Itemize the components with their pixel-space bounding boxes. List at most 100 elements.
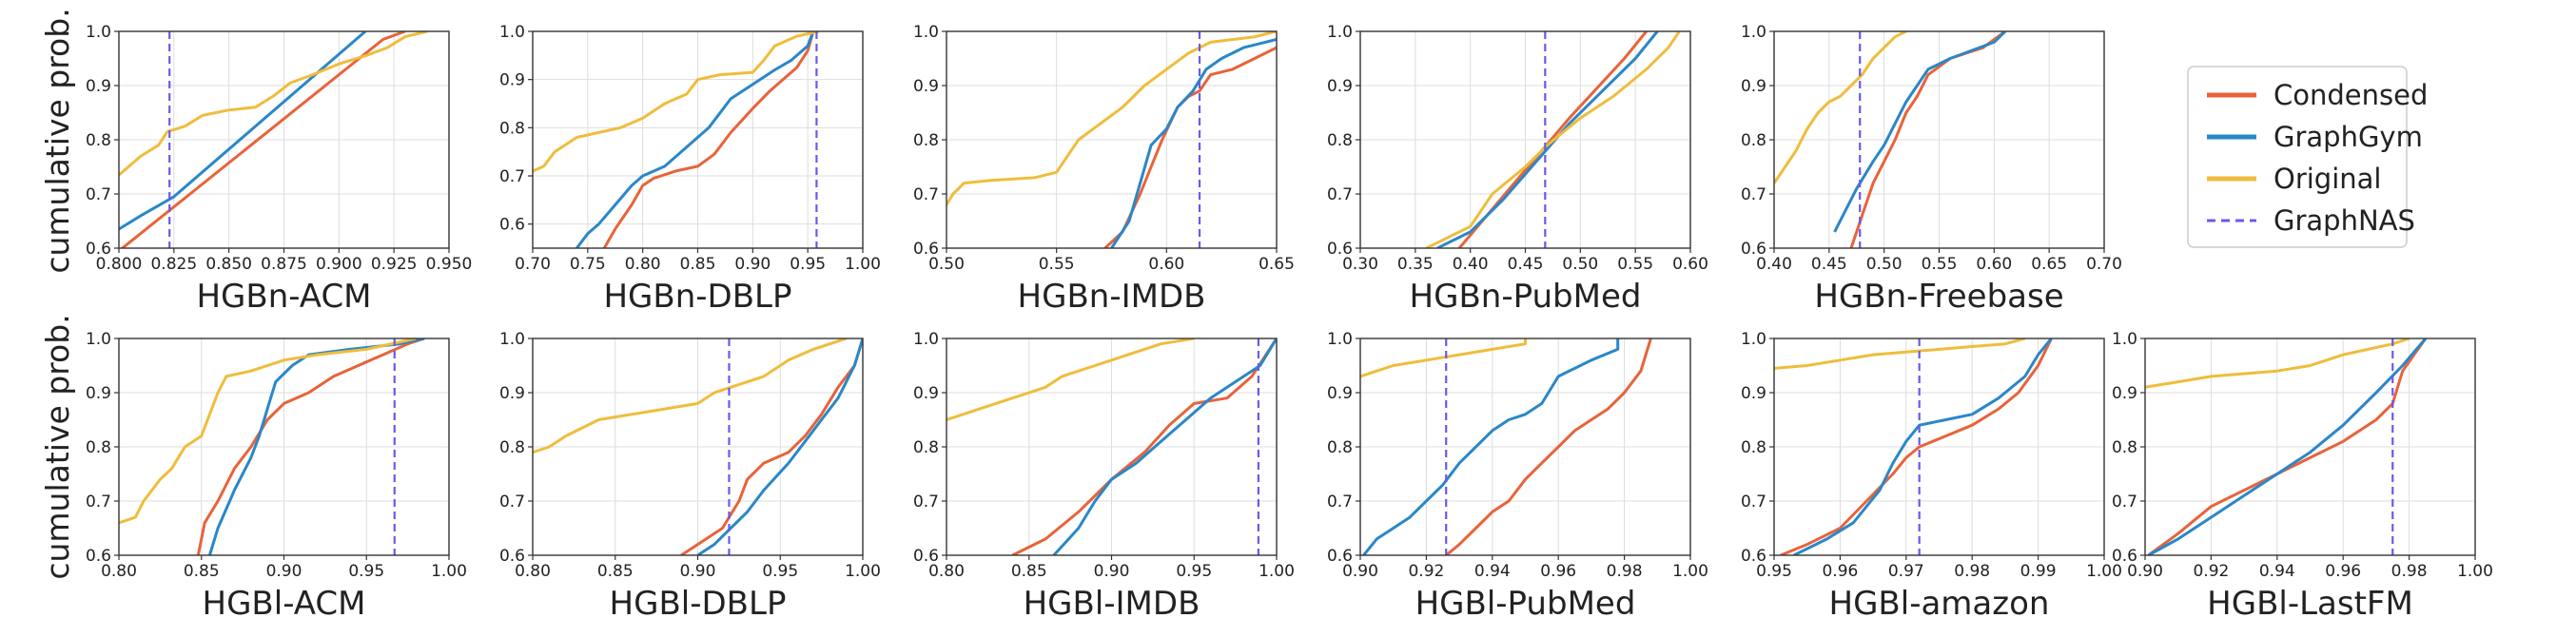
x-tick-label: 0.70: [515, 255, 551, 274]
series-line-original: [1774, 338, 2026, 370]
series-line-graphgym: [207, 338, 425, 555]
y-tick-label: 0.9: [1741, 384, 1766, 403]
y-tick-label: 0.9: [1741, 77, 1766, 96]
x-tick-label: 0.80: [625, 255, 661, 274]
panel-hgbn-acm: 0.800 0.825 0.850 0.875 0.900 0.925 0.950 0.6 0.…: [86, 23, 472, 316]
y-tick-label: 0.8: [1741, 131, 1766, 150]
plot-frame: [532, 30, 864, 249]
y-tick-label: 0.7: [86, 492, 111, 512]
series-line-original: [119, 338, 417, 525]
series-line-graphgym: [2147, 338, 2428, 555]
y-tick-label: 0.6: [86, 547, 111, 566]
panel-hgbl-pubmed: 0.90 0.92 0.94 0.96 0.98 1.00 0.6 0.7 0.8 0.9 1.0 H…: [1327, 330, 1708, 618]
panel-title: HGBn-ACM: [196, 278, 371, 316]
x-tick-label: 0.800: [96, 255, 143, 274]
x-tick-label: 0.950: [426, 255, 473, 274]
y-tick-label: 1.0: [86, 330, 111, 349]
panel-title: HGBl-DBLP: [610, 585, 787, 618]
y-tick-label: 0.7: [1327, 185, 1353, 204]
panel-hgbn-freebase: 0.40 0.45 0.50 0.55 0.60 0.65 0.70 0.6 0.7 0.8 0.9…: [1741, 23, 2122, 316]
y-tick-label: 1.0: [1327, 23, 1353, 42]
y-tick-label: 0.9: [499, 71, 525, 90]
y-tick-label: 0.9: [1327, 77, 1353, 96]
series-line-condensed: [1011, 338, 1277, 555]
y-tick-label: 0.7: [499, 167, 525, 186]
x-tick-label: 0.94: [1474, 562, 1511, 581]
series-line-condensed: [1445, 338, 1652, 555]
series-line-original: [2145, 338, 2410, 389]
panel-title: HGBl-PubMed: [1415, 585, 1636, 618]
y-tick-label: 1.0: [1327, 330, 1353, 349]
x-tick-label: 0.35: [1397, 255, 1434, 274]
series-group: [946, 338, 1277, 555]
x-tick-label: 0.95: [1176, 562, 1212, 581]
series-line-graphgym: [1362, 338, 1620, 555]
x-tick-label: 0.94: [2259, 562, 2295, 581]
y-tick-label: 0.8: [2112, 438, 2137, 457]
y-tick-label: 0.9: [2112, 384, 2137, 403]
x-tick-label: 0.80: [101, 562, 137, 581]
series-line-condensed: [1780, 338, 2053, 555]
y-tick-label: 0.9: [913, 384, 939, 403]
y-tick-label: 0.8: [1741, 438, 1766, 457]
series-group: [119, 31, 428, 248]
x-tick-label: 0.90: [680, 562, 716, 581]
x-tick-label: 0.65: [1259, 255, 1295, 274]
series-line-original: [946, 338, 1195, 421]
x-tick-label: 0.55: [1617, 255, 1653, 274]
y-tick-label: 1.0: [913, 330, 939, 349]
series-line-original: [533, 338, 848, 454]
y-axis-label-top: cumulative prob.: [39, 8, 76, 273]
series-group: [1774, 338, 2053, 555]
x-tick-label: 0.55: [1039, 255, 1075, 274]
series-group: [2145, 338, 2428, 555]
series-group: [946, 31, 1277, 248]
plot-frame: [1359, 338, 1691, 556]
x-tick-label: 0.90: [2127, 562, 2163, 581]
series-group: [119, 338, 425, 555]
panel-title: HGBl-IMDB: [1024, 585, 1200, 618]
series-group: [533, 338, 863, 555]
y-tick-label: 0.8: [1327, 438, 1353, 457]
x-tick-label: 1.00: [1259, 562, 1295, 581]
x-tick-label: 0.96: [1540, 562, 1576, 581]
y-tick-label: 0.6: [2112, 547, 2137, 566]
x-tick-label: 1.00: [2457, 562, 2493, 581]
x-tick-label: 0.99: [2020, 562, 2057, 581]
series-group: [1774, 31, 2006, 248]
series-line-graphgym: [1436, 31, 1659, 248]
x-tick-label: 0.85: [597, 562, 634, 581]
y-tick-label: 1.0: [499, 330, 525, 349]
x-tick-label: 0.875: [261, 255, 307, 274]
x-tick-label: 1.00: [845, 562, 881, 581]
y-tick-label: 0.7: [1741, 185, 1766, 204]
plot-frame: [1359, 30, 1691, 249]
x-tick-label: 1.00: [2086, 562, 2122, 581]
y-tick-label: 0.9: [913, 77, 939, 96]
series-line-condensed: [2147, 338, 2428, 555]
panel-title: HGBn-IMDB: [1018, 278, 1206, 316]
series-line-graphgym: [696, 338, 863, 555]
y-tick-label: 0.7: [499, 492, 525, 512]
x-tick-label: 0.80: [515, 562, 551, 581]
y-tick-label: 1.0: [1741, 330, 1766, 349]
x-tick-label: 1.00: [431, 562, 467, 581]
series-line-graphgym: [576, 31, 815, 248]
x-tick-label: 0.96: [2325, 562, 2361, 581]
x-tick-label: 0.90: [1094, 562, 1130, 581]
x-tick-label: 0.60: [1672, 255, 1708, 274]
y-tick-label: 0.8: [913, 131, 939, 150]
y-tick-label: 0.6: [913, 240, 939, 259]
series-line-graphgym: [1052, 338, 1277, 555]
y-tick-label: 0.6: [1741, 547, 1766, 566]
series-line-original: [119, 31, 428, 177]
x-tick-label: 0.95: [348, 562, 384, 581]
y-tick-label: 0.6: [913, 547, 939, 566]
panel-hgbn-imdb: 0.50 0.55 0.60 0.65 0.6 0.7 0.8 0.9 1.0 HGBn-IMDB: [913, 23, 1295, 316]
y-axis-label-bottom: cumulative prob.: [39, 314, 76, 579]
y-tick-label: 0.6: [1327, 240, 1353, 259]
chart-panels: 0.800 0.825 0.850 0.875 0.900 0.925 0.9500.60.…: [86, 23, 2493, 618]
plot-frame: [118, 30, 450, 249]
legend: Condensed GraphGym Original GraphNAS: [2187, 66, 2428, 248]
